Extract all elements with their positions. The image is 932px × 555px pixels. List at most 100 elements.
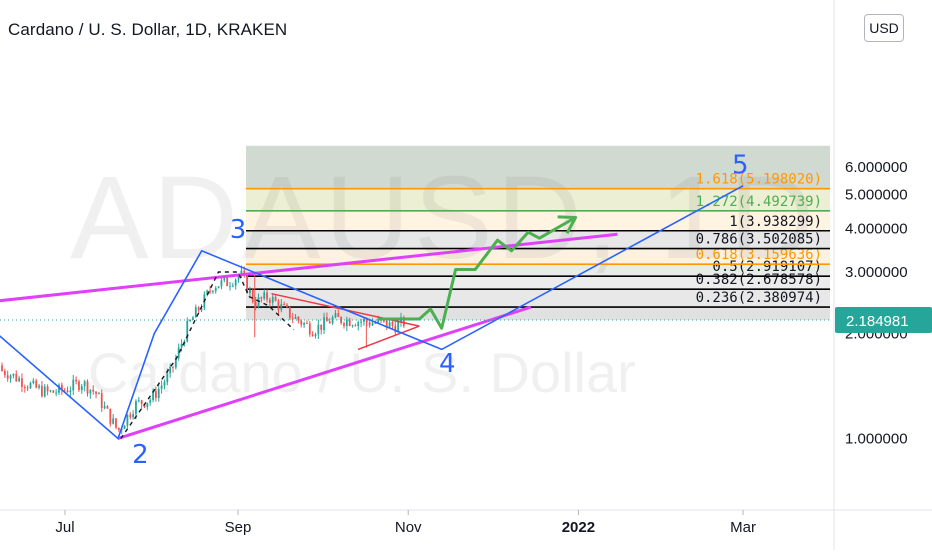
fib-zone — [246, 248, 830, 265]
candle-body — [200, 308, 203, 311]
y-tick-label: 5.000000 — [845, 187, 908, 204]
candle-body — [251, 290, 254, 302]
fib-zone — [246, 276, 830, 290]
elliott-wave-path — [0, 185, 744, 440]
candle-body — [234, 279, 237, 286]
wave-label: 2 — [132, 440, 149, 470]
candle-body — [323, 317, 325, 331]
candle-body — [274, 296, 277, 302]
candle-body — [217, 286, 220, 289]
candle-body — [41, 385, 43, 397]
candle-body — [12, 373, 15, 376]
candle-body — [266, 292, 268, 300]
fib-label: 0.618(3.159636) — [696, 247, 822, 263]
fib-label: 1.272(4.492739) — [696, 194, 822, 210]
candle-body — [100, 393, 103, 409]
y-tick-label: 6.000000 — [845, 159, 908, 176]
candle-body — [163, 382, 166, 386]
candle-body — [206, 290, 209, 295]
candle-body — [306, 322, 308, 324]
chart-title: Cardano / U. S. Dollar, 1D, KRAKEN — [8, 20, 288, 39]
y-tick-label: 1.000000 — [845, 431, 908, 448]
candle-body — [209, 290, 211, 292]
candle-body — [214, 288, 217, 291]
candle-body — [391, 322, 394, 326]
drawings-layer: 2 3 4 5 — [0, 150, 830, 470]
candle-body — [143, 404, 146, 408]
candle-body — [69, 390, 72, 393]
candle-body — [337, 313, 340, 317]
candle-body — [180, 343, 183, 348]
fib-zone — [246, 307, 830, 321]
channel-upper-line — [0, 232, 618, 303]
candle-body — [38, 385, 40, 388]
candle-body — [23, 386, 26, 388]
candle-body — [291, 318, 294, 320]
candle-body — [368, 322, 371, 326]
x-tick-label: Sep — [225, 519, 252, 536]
candle-body — [123, 425, 126, 430]
candle-body — [320, 324, 323, 331]
candle-body — [169, 366, 172, 374]
x-tick-label: 2022 — [562, 519, 595, 536]
candle-body — [385, 320, 388, 328]
candle-body — [92, 389, 95, 392]
candle-body — [374, 322, 377, 324]
candle-body — [257, 297, 260, 308]
currency-button[interactable]: USD — [864, 14, 904, 42]
candle-body — [260, 297, 263, 299]
candle-body — [132, 414, 134, 418]
candle-body — [237, 275, 240, 280]
candle-body — [363, 319, 365, 322]
candle-body — [220, 280, 223, 287]
candle-body — [277, 301, 280, 310]
candle-body — [129, 414, 132, 418]
candle-body — [271, 296, 274, 303]
candle-body — [334, 313, 337, 318]
triangle-lower-line — [357, 325, 420, 351]
candle-body — [397, 321, 400, 333]
candle-body — [383, 320, 385, 322]
last-price-tag — [835, 307, 932, 334]
candle-body — [194, 307, 197, 318]
candle-body — [326, 317, 328, 322]
candle-body — [348, 319, 351, 326]
x-tick-label: Mar — [730, 519, 756, 536]
candle-body — [152, 391, 154, 401]
candle-body — [288, 306, 291, 319]
projection-arrowhead — [557, 215, 578, 234]
candle-body — [146, 402, 149, 408]
fib-label: 0.5(2.919107) — [712, 259, 822, 275]
fib-zone — [246, 145, 830, 189]
candle-body — [3, 371, 6, 376]
candle-body — [192, 317, 194, 320]
candle-body — [26, 387, 29, 389]
candle-body — [58, 384, 60, 393]
candle-body — [63, 390, 66, 392]
candle-body — [345, 319, 348, 326]
candle-body — [137, 400, 140, 402]
candle-body — [140, 400, 143, 405]
candle-body — [360, 321, 362, 323]
wave-label: 3 — [230, 215, 247, 245]
candle-body — [197, 307, 200, 311]
candle-body — [18, 378, 20, 382]
candle-body — [357, 322, 360, 327]
candle-body — [263, 292, 266, 299]
candle-body — [1, 365, 3, 372]
candle-body — [231, 285, 234, 287]
candle-body — [135, 401, 137, 415]
wave-label: 4 — [439, 349, 456, 379]
candle-body — [294, 316, 297, 319]
candle-body — [9, 375, 12, 379]
fib-zone — [246, 230, 830, 249]
candle-body — [43, 386, 46, 397]
candle-body — [78, 381, 80, 391]
channel-lower-line — [117, 305, 532, 440]
projection-path — [377, 216, 577, 330]
candle-body — [21, 378, 23, 387]
candle-body — [166, 373, 169, 383]
